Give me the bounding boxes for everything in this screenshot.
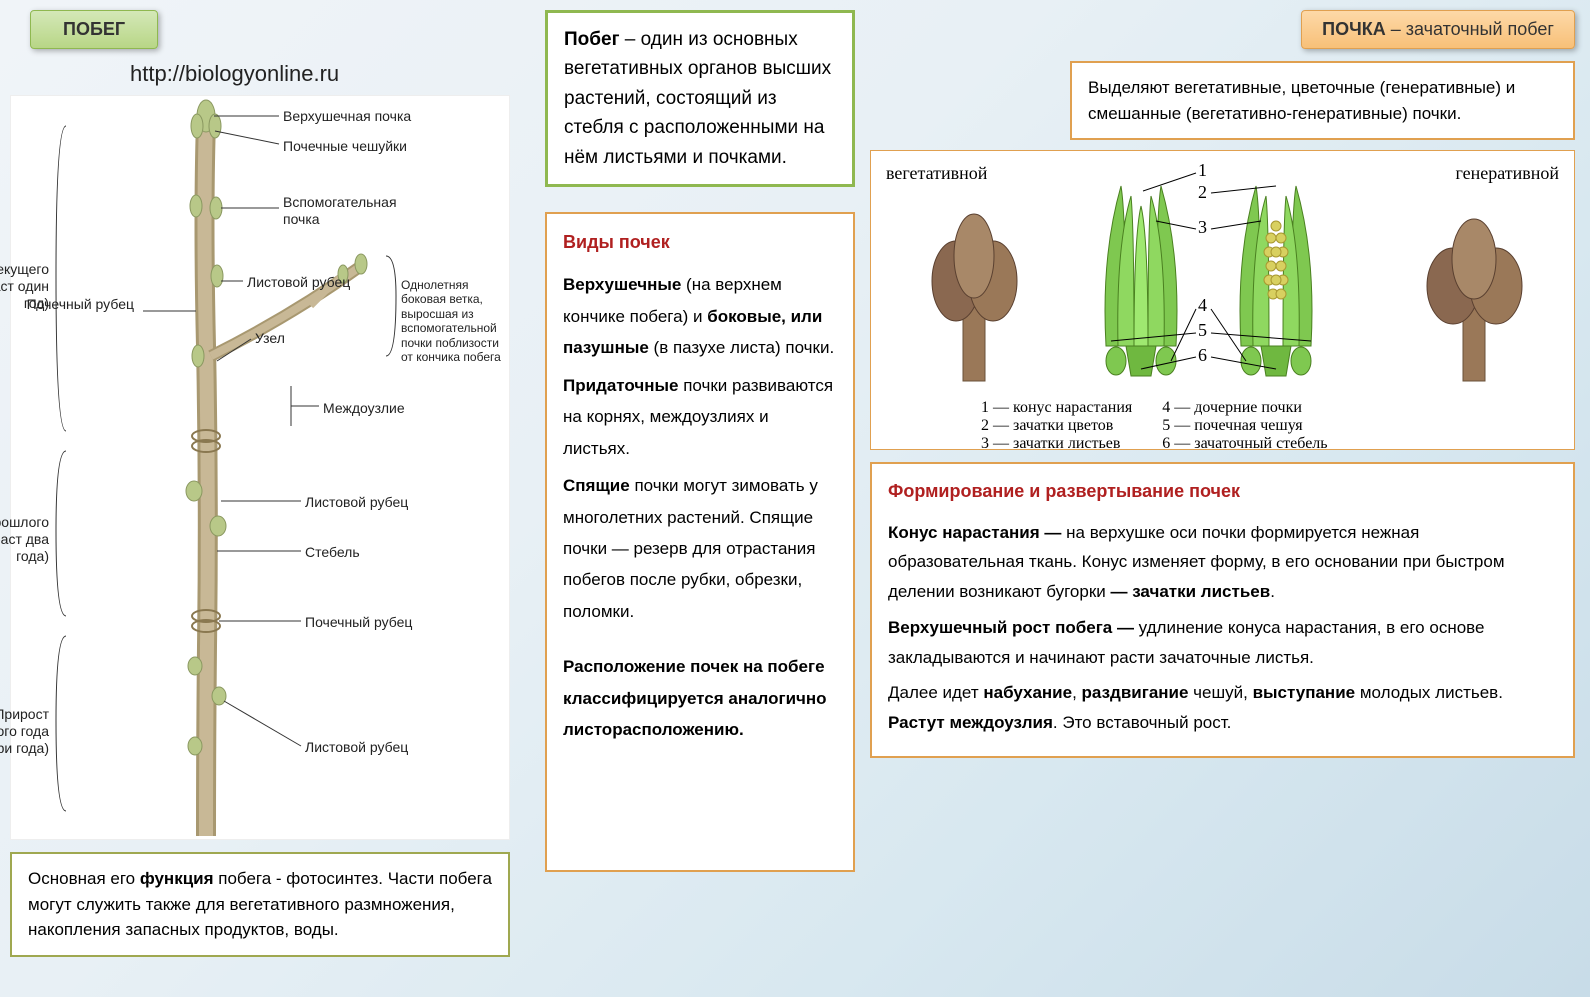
lbl-stem: Стебель xyxy=(305,544,360,561)
def-prefix: Побег xyxy=(564,29,619,50)
lbl-internode: Междоузлие xyxy=(323,400,405,417)
lbl-leaf-scar2: Листовой рубец xyxy=(305,494,408,511)
diag-right-label: генеративной xyxy=(1455,163,1559,184)
func-text: Основная его функция побега - фотосинтез… xyxy=(28,869,492,939)
site-url: http://biologyonline.ru xyxy=(130,61,530,87)
lbl-node: Узел xyxy=(255,330,285,347)
vyd-box: Выделяют вегетативные, цветочные (генера… xyxy=(1070,61,1575,140)
lbl-scales: Почечные чешуйки xyxy=(283,138,407,155)
lbl-leaf-scar3: Листовой рубец xyxy=(305,739,408,756)
diag-left-label: вегетативной xyxy=(886,163,987,184)
lbl-aux-bud: Вспомогательная почка xyxy=(283,194,403,228)
stem-diagram: Верхушечная почка Почечные чешуйки Вспом… xyxy=(10,95,510,840)
svg-text:2: 2 xyxy=(1198,182,1207,202)
pobegg-badge: ПОБЕГ xyxy=(30,10,158,49)
svg-text:3: 3 xyxy=(1198,217,1207,237)
lbl-side-branch: Однолетняя боковая ветка, выросшая из вс… xyxy=(401,278,511,364)
form-title: Формирование и развертывание почек xyxy=(888,476,1557,508)
pochka-badge: ПОЧКА – зачаточный побег xyxy=(1301,10,1575,49)
lbl-year1: Прирост текущего года (возраст один год) xyxy=(0,261,49,311)
lbl-leaf-scar1: Листовой рубец xyxy=(247,274,350,291)
svg-text:6: 6 xyxy=(1198,345,1207,365)
lbl-apical-bud: Верхушечная почка xyxy=(283,108,411,125)
formation-box: Формирование и развертывание почек Конус… xyxy=(870,462,1575,758)
function-box: Основная его функция побега - фотосинтез… xyxy=(10,852,510,957)
svg-text:4: 4 xyxy=(1198,295,1207,315)
lbl-year2: Прирост прошлого года (возраст два года) xyxy=(0,514,49,564)
svg-text:5: 5 xyxy=(1198,320,1207,340)
svg-text:1: 1 xyxy=(1198,160,1207,180)
bud-legend: 1 — конус нарастания 2 — зачатки цветов … xyxy=(981,399,1328,453)
bud-diagram: 1 2 3 4 5 6 вегетативной генеративной 1 … xyxy=(870,150,1575,450)
definition-box: Побег – один из основных вегетативных ор… xyxy=(545,10,855,187)
lbl-bud-scar: Почечный рубец xyxy=(305,614,412,631)
types-p4: Расположение почек на побеге классифицир… xyxy=(563,651,837,745)
lbl-year3: Прирост позапрошлого года (возраст три г… xyxy=(0,706,49,756)
types-title: Виды почек xyxy=(563,226,837,259)
bud-types-box: Виды почек Верхушечные (на верхнем кончи… xyxy=(545,212,855,872)
stem-svg xyxy=(11,96,511,841)
